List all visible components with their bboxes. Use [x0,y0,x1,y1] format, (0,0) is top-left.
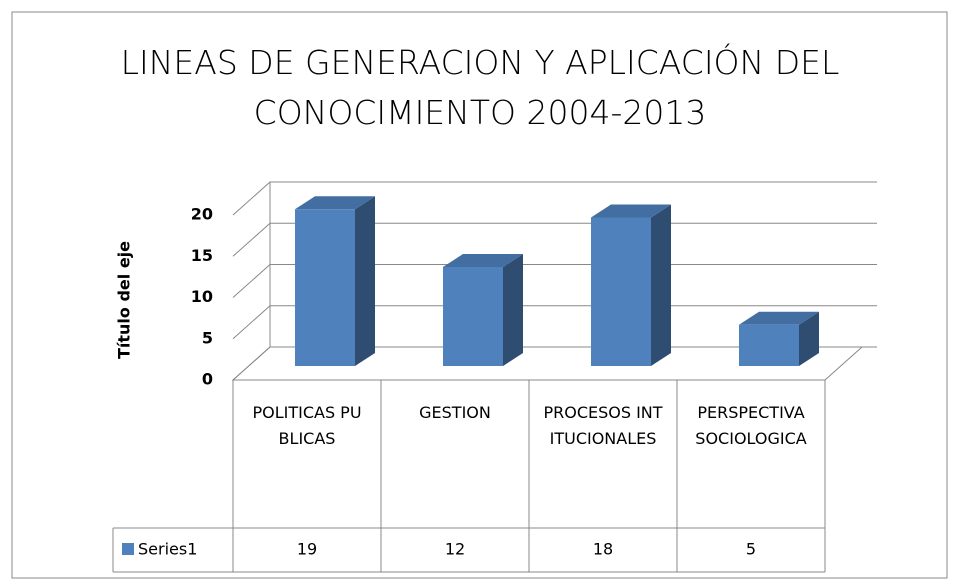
x-tick-label: PROCESOS INTITUCIONALES [543,403,663,448]
bar-side [651,204,671,366]
bar-front [591,217,651,366]
bar [739,311,819,366]
bar-side [799,311,819,366]
bar [591,204,671,366]
bar-top [591,204,671,218]
bar-top [739,311,819,325]
bar-top [295,196,375,210]
y-tick-label: 15 [191,246,213,265]
bar [295,196,375,366]
bar-front [739,324,799,366]
data-label: 12 [445,540,465,559]
y-tick-label: 0 [202,370,213,389]
data-label: 5 [746,540,756,559]
bar-side [355,196,375,366]
x-tick-label: PERSPECTIVA SOCIOLOGICA [695,403,807,448]
data-label: 19 [297,540,317,559]
legend-label: Series1 [138,540,197,559]
legend-key [122,543,134,555]
data-label: 18 [593,540,613,559]
bar-front [443,267,503,366]
bar-front [295,209,355,366]
y-tick-label: 20 [191,205,213,224]
x-tick-label: POLITICAS PUBLICAS [252,403,362,448]
y-tick-label: 10 [191,287,213,306]
y-axis-label: Título del eje [115,241,134,359]
chart-title: LINEAS DE GENERACION Y APLICACIÓN DEL CO… [120,43,840,132]
x-tick-label: GESTION [419,403,491,422]
y-tick-label: 5 [202,328,213,347]
bar-top [443,254,523,267]
bar [443,254,523,366]
bar-side [503,254,523,366]
